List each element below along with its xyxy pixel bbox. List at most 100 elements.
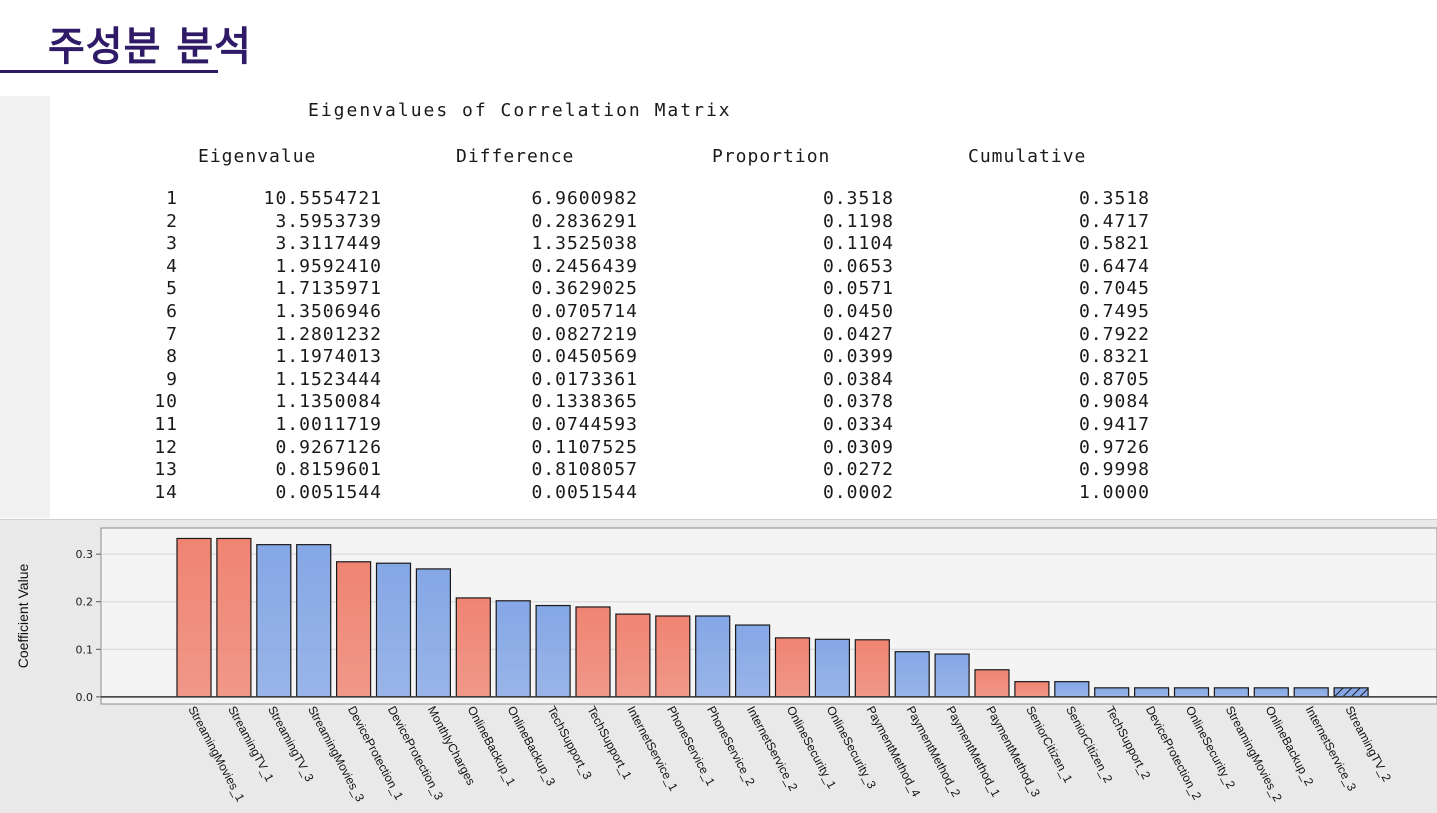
- cell-cumulative: 0.7495: [1078, 301, 1150, 322]
- bar: [1094, 687, 1130, 698]
- header-eigenvalue: Eigenvalue: [198, 146, 317, 167]
- header-cumulative: Cumulative: [968, 146, 1087, 167]
- bar: [296, 544, 332, 698]
- cell-index: 14: [154, 481, 178, 503]
- table-row: 4 1.9592410 0.2456439 0.0653 0.6474: [50, 256, 1250, 279]
- cell-eigenvalue: 1.1974013: [275, 346, 382, 368]
- cell-proportion: 0.0272: [822, 459, 894, 481]
- cell-index: 9: [166, 368, 178, 390]
- bar: [655, 615, 691, 698]
- cell-index: 8: [166, 346, 178, 368]
- table-row: 9 1.1523444 0.0173361 0.0384 0.8705: [50, 369, 1250, 392]
- cell-proportion: 0.0378: [822, 391, 894, 413]
- cell-cumulative: 0.7045: [1078, 278, 1150, 300]
- eigenvalue-table: Eigenvalues of Correlation Matrix Eigenv…: [50, 96, 1437, 518]
- table-row: 11 1.0011719 0.0744593 0.0334 0.9417: [50, 414, 1250, 437]
- cell-proportion: 0.0399: [822, 346, 894, 368]
- cell-proportion: 0.1198: [822, 210, 894, 232]
- cell-eigenvalue: 1.7135971: [275, 278, 382, 300]
- table-row: 8 1.1974013 0.0450569 0.0399 0.8321: [50, 346, 1250, 369]
- cell-index: 6: [166, 301, 178, 322]
- cell-index: 5: [166, 278, 178, 300]
- cell-cumulative: 0.5821: [1078, 233, 1150, 255]
- bar: [216, 537, 252, 698]
- cell-difference: 0.8108057: [531, 459, 638, 481]
- bar: [734, 624, 771, 698]
- bar: [575, 606, 611, 698]
- cell-proportion: 0.1104: [822, 233, 894, 255]
- bar: [256, 544, 292, 698]
- y-tick-label: 0.0: [76, 691, 94, 704]
- cell-cumulative: 0.4717: [1078, 210, 1150, 232]
- cell-index: 1: [166, 188, 178, 209]
- cell-difference: 0.2836291: [531, 210, 638, 232]
- cell-proportion: 0.0309: [822, 436, 894, 458]
- cell-index: 10: [154, 391, 178, 413]
- bar: [1133, 687, 1170, 698]
- cell-index: 2: [166, 210, 178, 232]
- cell-difference: 0.0827219: [531, 323, 638, 345]
- cell-cumulative: 0.3518: [1078, 188, 1150, 209]
- cell-difference: 0.0744593: [531, 414, 638, 435]
- bar: [176, 537, 212, 698]
- bar: [1333, 687, 1369, 698]
- table-row: 13 0.8159601 0.8108057 0.0272 0.9998: [50, 459, 1250, 482]
- cell-difference: 0.0450569: [531, 346, 638, 368]
- cell-eigenvalue: 10.5554721: [263, 188, 382, 209]
- cell-cumulative: 0.6474: [1078, 255, 1150, 277]
- cell-proportion: 0.0653: [822, 255, 894, 277]
- cell-proportion: 0.0450: [822, 301, 894, 322]
- cell-eigenvalue: 1.0011719: [275, 414, 382, 435]
- cell-eigenvalue: 0.9267126: [275, 436, 382, 458]
- cell-proportion: 0.0384: [822, 368, 894, 390]
- y-tick-label: 0.3: [76, 548, 94, 561]
- header-difference: Difference: [456, 146, 575, 167]
- cell-difference: 0.0705714: [531, 301, 638, 322]
- bar: [1253, 687, 1289, 698]
- bar: [1293, 687, 1329, 698]
- table-row: 12 0.9267126 0.1107525 0.0309 0.9726: [50, 437, 1250, 460]
- coefficient-chart: 0.0 0.1 0.2 0.3 Coefficient Value StreamingMo…: [0, 519, 1437, 813]
- cell-cumulative: 0.8705: [1078, 368, 1150, 390]
- table-row: 6 1.3506946 0.0705714 0.0450 0.7495: [50, 301, 1250, 324]
- cell-proportion: 0.0427: [822, 323, 894, 345]
- cell-difference: 0.1338365: [531, 391, 638, 413]
- cell-proportion: 0.3518: [822, 188, 894, 209]
- bar: [415, 568, 451, 698]
- bar: [1213, 687, 1250, 698]
- cell-proportion: 0.0334: [822, 414, 894, 435]
- bar: [774, 637, 811, 698]
- table-row: 14 0.0051544 0.0051544 0.0002 1.0000: [50, 482, 1250, 505]
- bar: [495, 600, 531, 698]
- y-tick-label: 0.1: [76, 643, 94, 656]
- cell-difference: 6.9600982: [531, 188, 638, 209]
- cell-eigenvalue: 0.0051544: [275, 481, 382, 503]
- cell-proportion: 0.0571: [822, 278, 894, 300]
- cell-proportion: 0.0002: [822, 481, 894, 503]
- cell-index: 12: [154, 436, 178, 458]
- bar: [934, 653, 970, 698]
- table-row: 3 3.3117449 1.3525038 0.1104 0.5821: [50, 233, 1250, 256]
- cell-difference: 0.0173361: [531, 368, 638, 390]
- bar: [1173, 687, 1210, 698]
- cell-difference: 0.3629025: [531, 278, 638, 300]
- bar: [615, 613, 651, 698]
- table-row: 5 1.7135971 0.3629025 0.0571 0.7045: [50, 278, 1250, 301]
- bar: [535, 604, 571, 698]
- bar: [1054, 681, 1090, 698]
- bar: [894, 651, 930, 698]
- cell-eigenvalue: 0.8159601: [275, 459, 382, 481]
- page-title: 주성분 분석: [48, 24, 252, 70]
- bar: [455, 597, 491, 698]
- bar: [814, 638, 851, 698]
- y-axis-label: Coefficient Value: [15, 564, 31, 669]
- cell-cumulative: 0.9084: [1078, 391, 1150, 413]
- bar: [974, 669, 1010, 698]
- cell-eigenvalue: 1.1350084: [275, 391, 382, 413]
- cell-difference: 0.2456439: [531, 255, 638, 277]
- cell-index: 3: [166, 233, 178, 255]
- cell-cumulative: 0.7922: [1078, 323, 1150, 345]
- cell-cumulative: 0.8321: [1078, 346, 1150, 368]
- cell-index: 11: [154, 414, 178, 435]
